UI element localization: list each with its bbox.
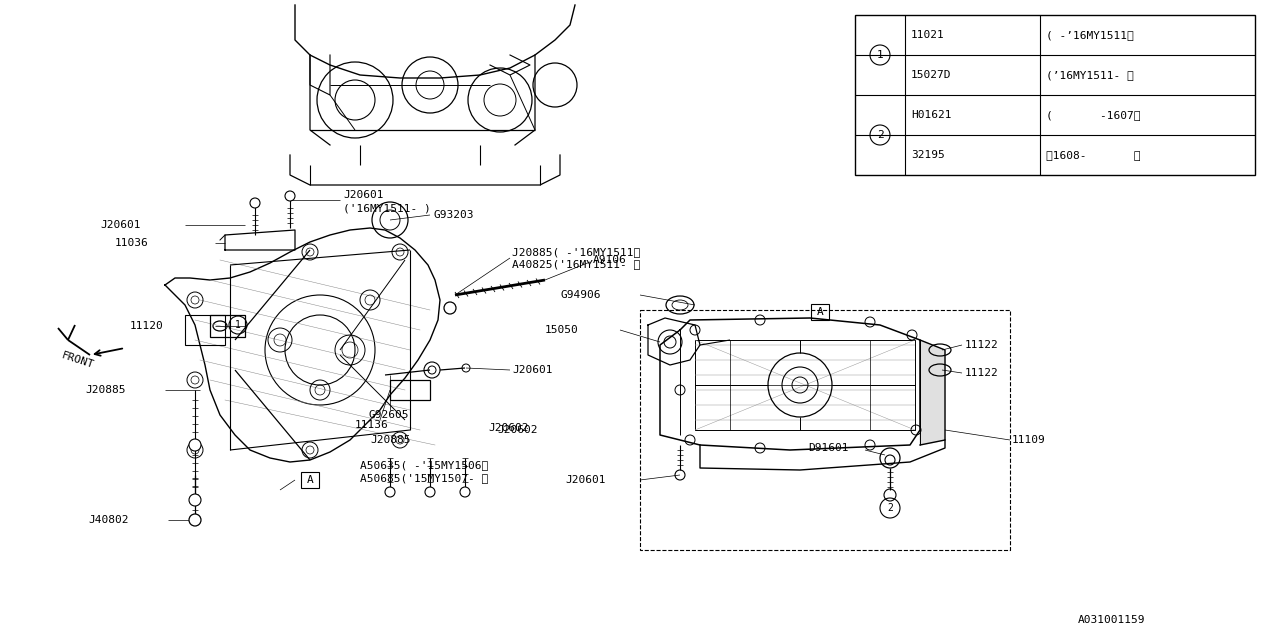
Text: 11122: 11122 (965, 368, 998, 378)
Text: J20602: J20602 (488, 423, 529, 433)
Bar (640, 310, 1010, 550)
Bar (812, 304, 829, 320)
Text: G93203: G93203 (433, 210, 474, 220)
Text: A: A (307, 475, 314, 485)
Circle shape (189, 439, 201, 451)
Circle shape (285, 191, 294, 201)
Text: J20601: J20601 (100, 220, 141, 230)
Text: 11021: 11021 (911, 30, 945, 40)
Text: G94906: G94906 (561, 290, 600, 300)
Text: J20885( -'16MY1511〉: J20885( -'16MY1511〉 (512, 247, 640, 257)
Bar (210, 315, 244, 337)
Bar (301, 472, 319, 488)
Text: 32195: 32195 (911, 150, 945, 160)
Circle shape (425, 487, 435, 497)
Text: 11109: 11109 (1012, 435, 1046, 445)
Text: J20885: J20885 (84, 385, 125, 395)
Text: ( -’16MY1511〉: ( -’16MY1511〉 (1046, 30, 1134, 40)
Text: (’16MY1511- 〉: (’16MY1511- 〉 (1046, 70, 1134, 80)
Text: 2: 2 (877, 130, 883, 140)
Bar (186, 315, 225, 345)
Circle shape (460, 487, 470, 497)
Circle shape (189, 514, 201, 526)
Text: G92605: G92605 (369, 410, 408, 420)
Text: J20601: J20601 (512, 365, 553, 375)
Polygon shape (920, 340, 945, 445)
Circle shape (250, 198, 260, 208)
Text: 11036: 11036 (115, 238, 148, 248)
Text: A50685('15MY1507- 〉: A50685('15MY1507- 〉 (360, 473, 488, 483)
Text: ('16MY1511- ): ('16MY1511- ) (343, 203, 431, 213)
Circle shape (444, 302, 456, 314)
Circle shape (385, 487, 396, 497)
Text: A9106: A9106 (593, 255, 627, 265)
Text: H01621: H01621 (911, 110, 951, 120)
Text: 11122: 11122 (965, 340, 998, 350)
Text: J20601: J20601 (343, 190, 384, 200)
Text: 1: 1 (877, 50, 883, 60)
Text: J20601: J20601 (564, 475, 605, 485)
Bar (855, 15, 1254, 175)
Text: A40825('16MY1511- 〉: A40825('16MY1511- 〉 (512, 259, 640, 269)
Text: 15027D: 15027D (911, 70, 951, 80)
Text: 2: 2 (887, 503, 893, 513)
Bar (390, 380, 430, 400)
Text: 〘1608-       〉: 〘1608- 〉 (1046, 150, 1140, 160)
Text: (       -1607〉: ( -1607〉 (1046, 110, 1140, 120)
Text: J20602: J20602 (497, 425, 538, 435)
Text: 11136: 11136 (355, 420, 389, 430)
Text: 1: 1 (236, 320, 241, 330)
Text: 11120: 11120 (131, 321, 164, 331)
Text: FRONT: FRONT (60, 350, 95, 370)
Text: 15050: 15050 (545, 325, 579, 335)
Circle shape (189, 494, 201, 506)
Text: J40802: J40802 (88, 515, 128, 525)
Text: A50635( -'15MY1506〉: A50635( -'15MY1506〉 (360, 460, 488, 470)
Text: A: A (817, 307, 823, 317)
Text: D91601: D91601 (808, 443, 849, 453)
Text: A031001159: A031001159 (1078, 615, 1146, 625)
Text: J20885: J20885 (370, 435, 411, 445)
